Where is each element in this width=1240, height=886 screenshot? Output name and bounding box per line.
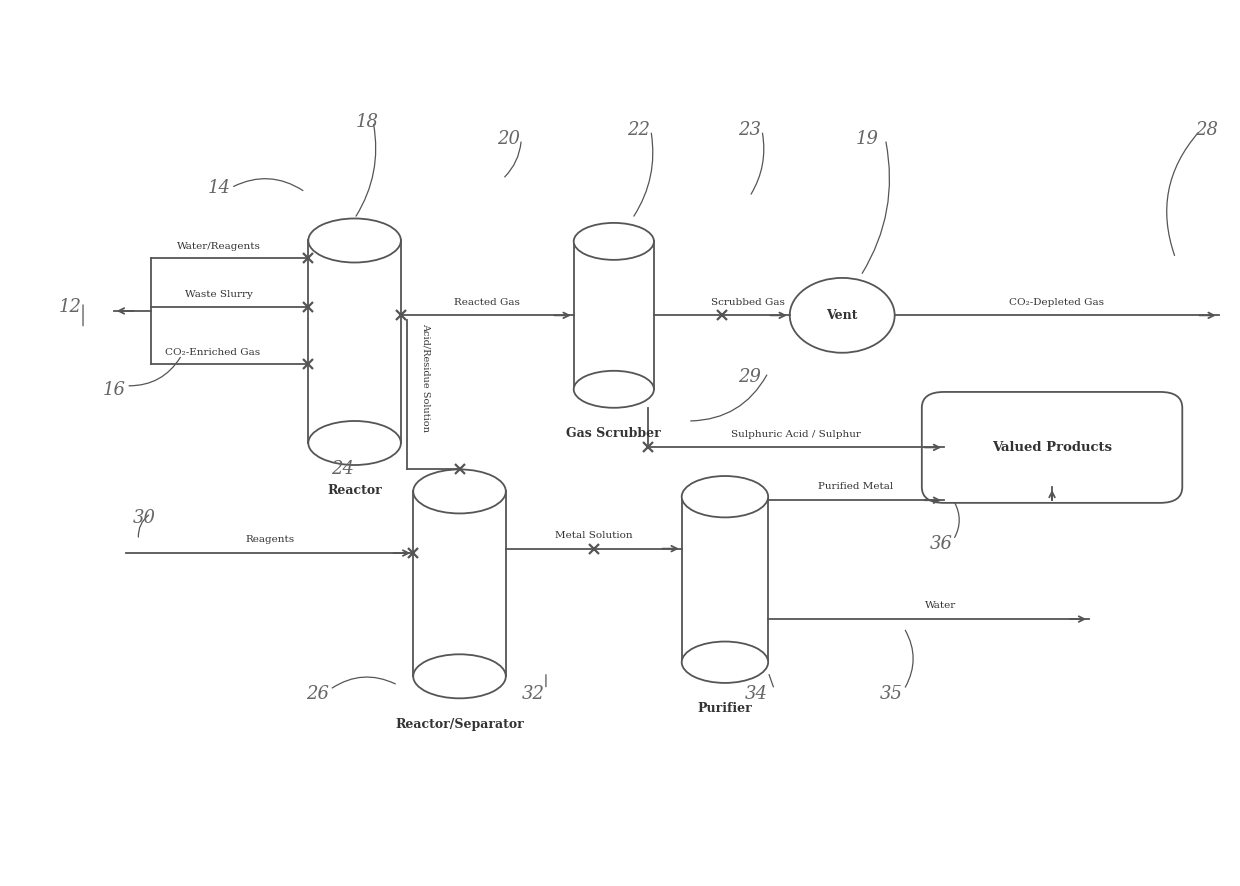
Text: 19: 19 xyxy=(856,130,878,148)
Text: Purified Metal: Purified Metal xyxy=(818,482,894,492)
FancyBboxPatch shape xyxy=(921,392,1182,503)
Bar xyxy=(413,492,506,676)
Text: 32: 32 xyxy=(522,685,546,703)
Text: Acid/Residue Solution: Acid/Residue Solution xyxy=(422,323,430,431)
Text: Reacted Gas: Reacted Gas xyxy=(454,298,521,307)
Text: 29: 29 xyxy=(738,368,761,386)
Text: Valued Products: Valued Products xyxy=(992,441,1112,454)
Text: 36: 36 xyxy=(930,535,952,553)
Text: Gas Scrubber: Gas Scrubber xyxy=(567,427,661,440)
Ellipse shape xyxy=(682,476,768,517)
Text: 20: 20 xyxy=(497,130,521,148)
Text: Reagents: Reagents xyxy=(246,535,294,544)
Text: Scrubbed Gas: Scrubbed Gas xyxy=(711,298,785,307)
Text: Vent: Vent xyxy=(826,309,858,322)
Text: 24: 24 xyxy=(331,461,353,478)
Ellipse shape xyxy=(790,278,895,353)
Text: 18: 18 xyxy=(356,113,378,130)
Ellipse shape xyxy=(309,421,401,465)
Ellipse shape xyxy=(309,219,401,262)
Text: Metal Solution: Metal Solution xyxy=(556,531,632,540)
Ellipse shape xyxy=(413,470,506,513)
Text: 23: 23 xyxy=(738,121,761,139)
Text: 30: 30 xyxy=(133,509,156,527)
Text: 28: 28 xyxy=(1195,121,1218,139)
Text: 16: 16 xyxy=(103,381,125,400)
Text: Purifier: Purifier xyxy=(698,703,753,715)
Text: Water/Reagents: Water/Reagents xyxy=(177,242,260,251)
Text: 34: 34 xyxy=(744,685,768,703)
Text: Reactor/Separator: Reactor/Separator xyxy=(396,718,523,731)
Ellipse shape xyxy=(574,223,653,260)
Text: 35: 35 xyxy=(880,685,903,703)
Text: Waste Slurry: Waste Slurry xyxy=(185,291,253,299)
Text: Water: Water xyxy=(925,602,956,610)
Text: 12: 12 xyxy=(60,298,82,315)
Text: CO₂-Enriched Gas: CO₂-Enriched Gas xyxy=(165,347,260,357)
Ellipse shape xyxy=(413,654,506,698)
Text: Reactor: Reactor xyxy=(327,485,382,497)
Text: CO₂-Depleted Gas: CO₂-Depleted Gas xyxy=(1009,298,1104,307)
Text: Sulphuric Acid / Sulphur: Sulphuric Acid / Sulphur xyxy=(730,430,861,439)
Text: 26: 26 xyxy=(306,685,329,703)
Bar xyxy=(309,240,401,443)
Bar xyxy=(574,241,653,389)
Text: 22: 22 xyxy=(627,121,650,139)
Bar xyxy=(682,497,768,662)
Ellipse shape xyxy=(574,371,653,408)
Ellipse shape xyxy=(682,641,768,683)
Text: 14: 14 xyxy=(207,179,231,197)
